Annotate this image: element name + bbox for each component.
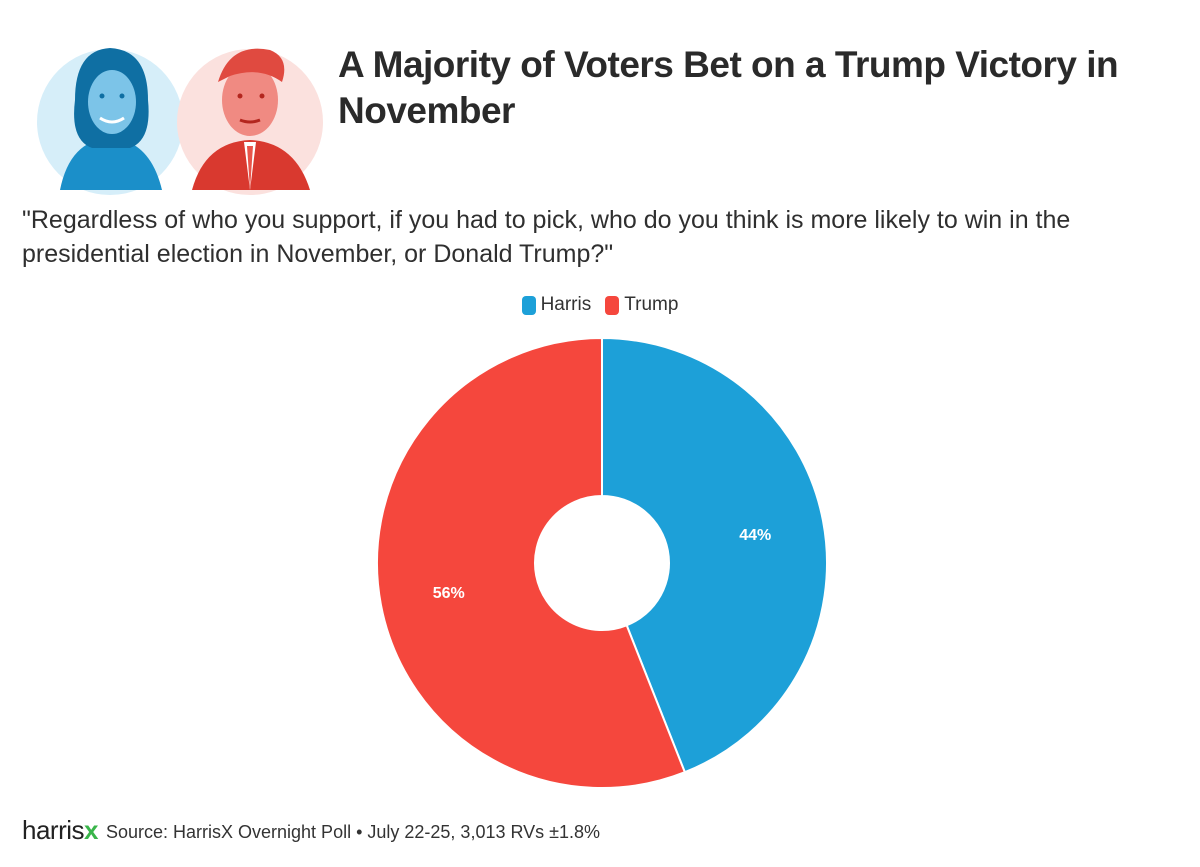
legend-label-trump: Trump	[624, 294, 679, 315]
logo-text: harris	[22, 814, 85, 845]
donut-chart: 44% 56%	[376, 336, 828, 789]
legend-item-trump[interactable]: Trump	[605, 294, 678, 316]
trump-portrait	[177, 48, 323, 195]
legend-swatch-harris	[521, 295, 536, 315]
data-label-harris: 44%	[739, 527, 771, 544]
data-label-trump: 56%	[433, 585, 465, 602]
legend-swatch-trump	[605, 295, 620, 315]
legend-item-harris[interactable]: Harris	[521, 294, 592, 316]
logo-accent: x	[84, 814, 98, 845]
chart-legend: Harris Trump	[0, 294, 1200, 316]
candidate-portraits	[30, 30, 330, 195]
harrisx-logo: harrisx	[22, 815, 98, 846]
survey-question: "Regardless of who you support, if you h…	[22, 206, 1071, 268]
footer: harrisx Source: HarrisX Overnight Poll •…	[22, 812, 600, 852]
harris-portrait	[37, 48, 183, 195]
slice-harris[interactable]	[601, 336, 828, 774]
slice-trump[interactable]	[376, 336, 687, 789]
legend-label-harris: Harris	[540, 294, 592, 315]
chart-title: A Majority of Voters Bet on a Trump Vict…	[338, 44, 1119, 131]
source-note: Source: HarrisX Overnight Poll • July 22…	[105, 821, 601, 842]
